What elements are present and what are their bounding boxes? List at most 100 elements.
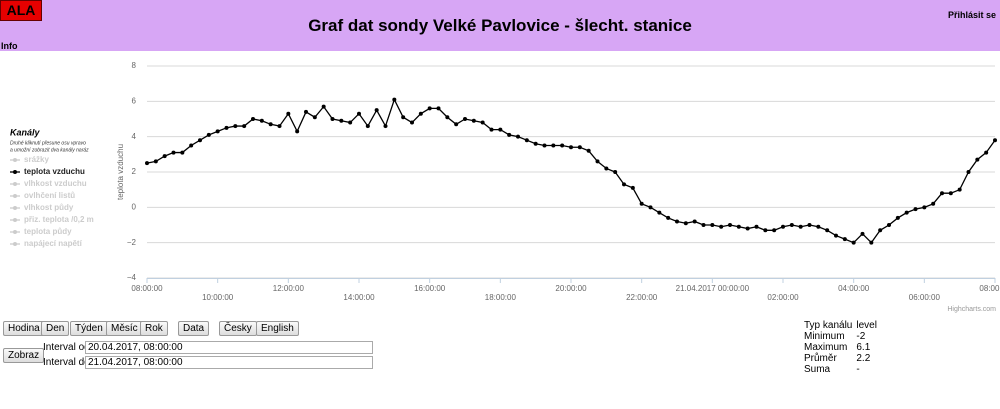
data-line [146, 97, 996, 244]
data-point [251, 117, 255, 121]
legend-marker [13, 170, 17, 174]
logo[interactable]: ALA [0, 0, 42, 21]
data-point [321, 104, 326, 109]
x-tick-label: 16:00:00 [414, 284, 446, 293]
data-point [392, 97, 397, 102]
data-point [357, 111, 361, 116]
data-point [436, 106, 441, 111]
data-point [206, 132, 211, 137]
credits: Highcharts.com [947, 306, 996, 313]
data-point [577, 145, 582, 150]
y-tick-label: −2 [127, 238, 137, 247]
range-button[interactable]: Data [178, 321, 210, 336]
stats-row: Minimum -2 [802, 331, 879, 342]
data-point [719, 224, 724, 229]
data-point [966, 170, 971, 174]
data-point [224, 125, 229, 130]
data-point [233, 124, 238, 129]
stats-value: -2 [856, 331, 866, 342]
x-tick-label: 02:00:00 [767, 293, 799, 302]
info-link[interactable]: Info [1, 41, 18, 51]
range-button[interactable]: Den [41, 321, 70, 336]
data-point [683, 221, 688, 226]
range-button[interactable]: Měsíc [106, 321, 143, 336]
data-point [887, 223, 891, 227]
legend-marker [13, 230, 17, 234]
from-input[interactable] [85, 341, 373, 354]
x-tick-label: 22:00:00 [626, 293, 658, 302]
data-point [471, 118, 476, 123]
range-button[interactable]: Hodina [3, 321, 45, 336]
data-point [145, 161, 149, 166]
legend-label: ovlhčení listů [24, 191, 75, 200]
stats-label: Minimum [804, 331, 845, 342]
login-link[interactable]: Přihlásit se [947, 10, 996, 20]
legend-label: přiz. teplota /0,2 m [24, 215, 94, 224]
legend-item[interactable]: vlhkost vzduchu [10, 179, 87, 188]
data-point [330, 117, 335, 121]
data-point [410, 120, 414, 125]
data-point [445, 115, 450, 120]
legend-marker [13, 182, 17, 186]
data-point [710, 223, 715, 227]
data-point [348, 120, 353, 125]
legend-item[interactable]: ovlhčení listů [10, 191, 75, 200]
legend-item[interactable]: přiz. teplota /0,2 m [10, 215, 94, 224]
x-tick-label: 12:00:00 [273, 284, 305, 293]
range-button[interactable]: Rok [140, 321, 168, 336]
legend-item[interactable]: teplota půdy [10, 227, 72, 236]
range-button[interactable]: Týden [70, 321, 108, 336]
stats-value: - [856, 364, 860, 375]
data-point [463, 117, 467, 121]
range-button[interactable]: Česky [219, 321, 257, 336]
data-point [648, 205, 653, 210]
legend-marker [13, 206, 17, 210]
data-point [401, 115, 406, 120]
stats-row: Suma - [802, 364, 879, 375]
data-point [277, 124, 282, 129]
data-point [825, 228, 830, 233]
data-point [498, 127, 503, 132]
data-point [586, 148, 591, 153]
data-point [772, 228, 777, 233]
legend-item[interactable]: napájecí napětí [10, 239, 83, 248]
x-tick-label: 14:00:00 [343, 293, 375, 302]
data-point [153, 159, 158, 164]
data-point [736, 224, 741, 229]
stats-table: Typ kanálu level Minimum -2 Maximum 6.1 Průměr… [802, 320, 879, 375]
stats-label: Typ kanálu [804, 320, 853, 331]
data-point [595, 159, 600, 164]
legend-item[interactable]: teplota vzduchu [10, 167, 85, 176]
to-input[interactable] [85, 356, 373, 369]
data-point [427, 106, 432, 111]
data-point [630, 185, 635, 190]
data-point [904, 210, 909, 215]
y-tick-label: 4 [132, 132, 137, 141]
data-point [984, 150, 989, 155]
stats-label: Maximum [804, 342, 848, 353]
x-tick-label: 21.04.2017 00:00:00 [676, 284, 750, 293]
range-button[interactable]: English [256, 321, 299, 336]
legend-label: teplota vzduchu [24, 167, 85, 176]
legend-item[interactable]: vlhkost půdy [10, 203, 74, 212]
data-point [895, 215, 900, 220]
data-point [834, 233, 838, 238]
data-point [198, 138, 202, 143]
legend-item[interactable]: srážky [10, 155, 49, 164]
show-button[interactable]: Zobraz [3, 348, 45, 363]
data-point [507, 132, 512, 137]
data-point [957, 187, 962, 192]
legend-marker [13, 158, 17, 162]
data-point [675, 219, 679, 224]
data-point [286, 111, 291, 116]
data-point [171, 150, 176, 155]
legend-label: srážky [24, 155, 49, 164]
legend-title: Kanály [10, 127, 41, 137]
data-point [860, 231, 865, 236]
legend-marker [13, 242, 17, 246]
legend-note: Druhé kliknutí přesune osu vpravo [10, 140, 86, 146]
legend-label: vlhkost půdy [24, 203, 74, 212]
data-point [516, 134, 520, 139]
y-tick-label: 0 [132, 202, 137, 211]
data-point [842, 237, 847, 242]
